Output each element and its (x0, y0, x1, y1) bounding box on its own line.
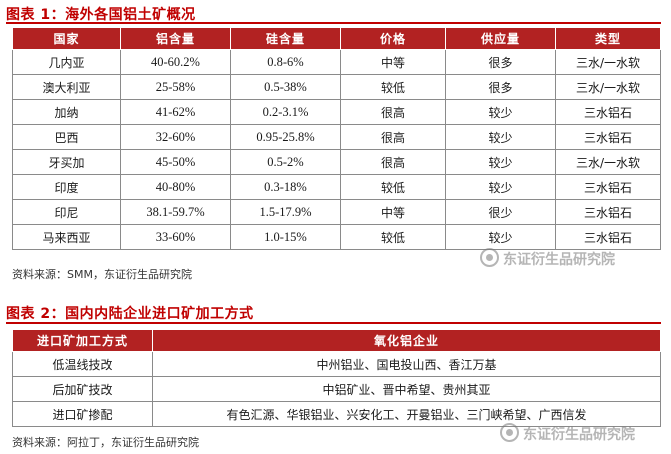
table-cell: 低温线技改 (12, 351, 153, 377)
table-row: 几内亚 40-60.2% 0.8-6% 中等 很多 三水/一水软 (12, 49, 661, 75)
table-cell: 40-80% (120, 174, 231, 200)
table-cell: 巴西 (12, 124, 121, 150)
table-cell: 三水/一水软 (555, 149, 661, 175)
table-row: 加纳 41-62% 0.2-3.1% 很高 较少 三水铝石 (12, 99, 661, 125)
table-cell: 0.5-2% (230, 149, 341, 175)
table-cell: 38.1-59.7% (120, 199, 231, 225)
table-cell: 1.0-15% (230, 224, 341, 250)
table-cell: 较低 (340, 224, 446, 250)
table-cell: 较低 (340, 74, 446, 100)
wechat-logo-icon (500, 423, 519, 442)
table-cell: 印度 (12, 174, 121, 200)
table-row: 印尼 38.1-59.7% 1.5-17.9% 中等 很少 三水铝石 (12, 199, 661, 225)
table-cell: 25-58% (120, 74, 231, 100)
table-cell: 较少 (445, 124, 556, 150)
table-cell: 45-50% (120, 149, 231, 175)
table-cell: 很高 (340, 99, 446, 125)
table-row: 后加矿技改 中铝矿业、晋中希望、贵州其亚 (12, 376, 661, 402)
table-cell: 0.2-3.1% (230, 99, 341, 125)
table-cell: 印尼 (12, 199, 121, 225)
table-cell: 1.5-17.9% (230, 199, 341, 225)
column-header: 国家 (12, 27, 121, 50)
table-cell: 较低 (340, 174, 446, 200)
table-cell: 很多 (445, 49, 556, 75)
table-row: 马来西亚 33-60% 1.0-15% 较低 较少 三水铝石 (12, 224, 661, 250)
table-cell: 牙买加 (12, 149, 121, 175)
table-row: 低温线技改 中州铝业、国电投山西、香江万基 (12, 351, 661, 377)
table-cell: 较少 (445, 174, 556, 200)
table-cell: 三水/一水软 (555, 74, 661, 100)
table-cell: 0.8-6% (230, 49, 341, 75)
table-cell: 很多 (445, 74, 556, 100)
watermark: 东证衍生品研究院 (480, 248, 615, 269)
table-cell: 40-60.2% (120, 49, 231, 75)
table-cell: 41-62% (120, 99, 231, 125)
table-cell: 三水铝石 (555, 199, 661, 225)
column-header: 氧化铝企业 (152, 329, 661, 352)
watermark-text: 东证衍生品研究院 (523, 427, 635, 443)
wechat-logo-icon (480, 248, 499, 267)
table-row: 巴西 32-60% 0.95-25.8% 很高 较少 三水铝石 (12, 124, 661, 150)
column-header: 供应量 (445, 27, 556, 50)
table-cell: 中州铝业、国电投山西、香江万基 (152, 351, 661, 377)
table-cell: 加纳 (12, 99, 121, 125)
figure1-title-rule (6, 22, 661, 24)
table-cell: 马来西亚 (12, 224, 121, 250)
column-header: 进口矿加工方式 (12, 329, 153, 352)
table-cell: 有色汇源、华银铝业、兴安化工、开曼铝业、三门峡希望、广西信发 (152, 401, 661, 427)
figure2-table: 进口矿加工方式 氧化铝企业 低温线技改 中州铝业、国电投山西、香江万基 后加矿技改 中铝… (12, 329, 661, 427)
table-cell: 三水铝石 (555, 174, 661, 200)
table-cell: 三水/一水软 (555, 49, 661, 75)
table-cell: 几内亚 (12, 49, 121, 75)
column-header: 铝含量 (120, 27, 231, 50)
column-header: 类型 (555, 27, 661, 50)
figure2-title: 图表 2：国内内陆企业进口矿加工方式 (6, 306, 254, 322)
table-cell: 33-60% (120, 224, 231, 250)
table-cell: 较少 (445, 224, 556, 250)
table-cell: 0.95-25.8% (230, 124, 341, 150)
table-cell: 三水铝石 (555, 224, 661, 250)
table-cell: 32-60% (120, 124, 231, 150)
table-cell: 中等 (340, 49, 446, 75)
figure2-title-rule (6, 322, 661, 324)
figure1-source: 资料来源：SMM，东证衍生品研究院 (12, 268, 192, 281)
table-cell: 三水铝石 (555, 99, 661, 125)
column-header: 价格 (340, 27, 446, 50)
table-row: 澳大利亚 25-58% 0.5-38% 较低 很多 三水/一水软 (12, 74, 661, 100)
table-cell: 较少 (445, 149, 556, 175)
figure1-title: 图表 1：海外各国铝土矿概况 (6, 7, 196, 23)
table-cell: 较少 (445, 99, 556, 125)
table-cell: 很高 (340, 124, 446, 150)
table-cell: 中等 (340, 199, 446, 225)
table-row: 牙买加 45-50% 0.5-2% 很高 较少 三水/一水软 (12, 149, 661, 175)
watermark-text: 东证衍生品研究院 (503, 252, 615, 268)
table-row: 印度 40-80% 0.3-18% 较低 较少 三水铝石 (12, 174, 661, 200)
column-header: 硅含量 (230, 27, 341, 50)
table-cell: 中铝矿业、晋中希望、贵州其亚 (152, 376, 661, 402)
table-cell: 很少 (445, 199, 556, 225)
table-cell: 0.5-38% (230, 74, 341, 100)
table-cell: 0.3-18% (230, 174, 341, 200)
table-cell: 进口矿掺配 (12, 401, 153, 427)
figure2-header-row: 进口矿加工方式 氧化铝企业 (12, 329, 661, 352)
table-cell: 很高 (340, 149, 446, 175)
table-cell: 后加矿技改 (12, 376, 153, 402)
table-row: 进口矿掺配 有色汇源、华银铝业、兴安化工、开曼铝业、三门峡希望、广西信发 (12, 401, 661, 427)
table-cell: 澳大利亚 (12, 74, 121, 100)
figure2-source: 资料来源：阿拉丁，东证衍生品研究院 (12, 436, 199, 449)
watermark: 东证衍生品研究院 (500, 423, 635, 444)
table-cell: 三水铝石 (555, 124, 661, 150)
figure1-table: 国家 铝含量 硅含量 价格 供应量 类型 几内亚 40-60.2% 0.8-6% 中等 很多 三水/… (12, 27, 661, 250)
figure1-header-row: 国家 铝含量 硅含量 价格 供应量 类型 (12, 27, 661, 50)
